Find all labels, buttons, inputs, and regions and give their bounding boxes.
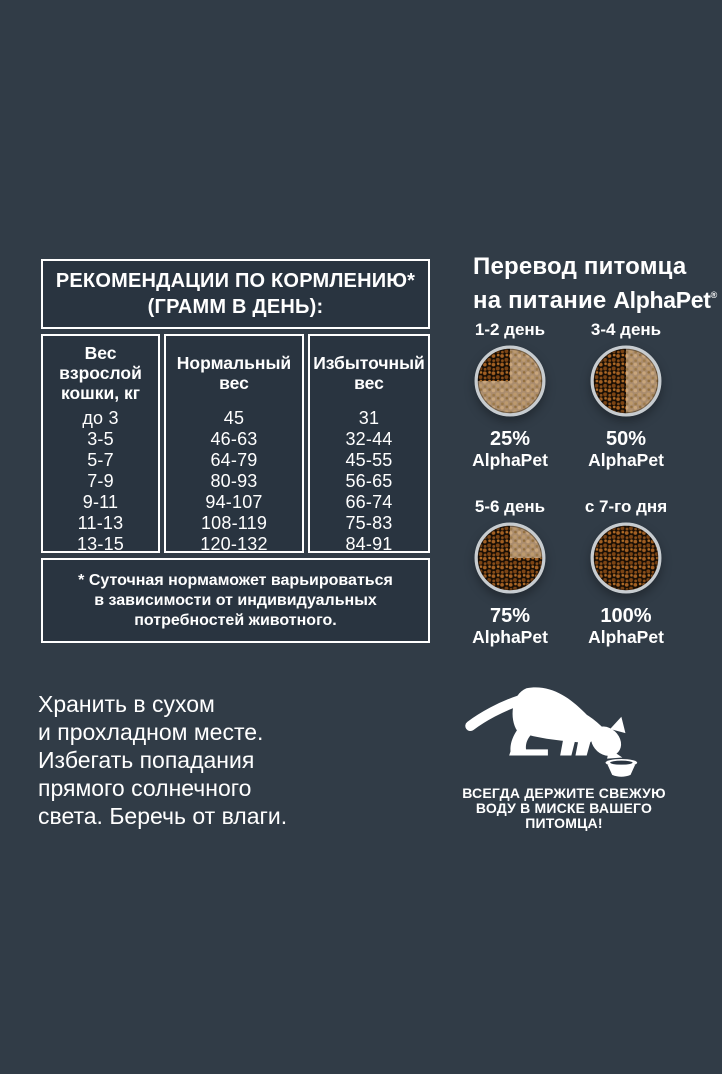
brand-label: AlphaPet	[472, 627, 548, 647]
day-label: с 7-го дня	[584, 497, 668, 516]
transition-step: 1-2 день 25% AlphaPet	[452, 320, 568, 470]
water-note-line2: ВОДУ В МИСКЕ ВАШЕГО ПИТОМЦА!	[475, 800, 653, 831]
cat-body	[512, 687, 603, 744]
table-column: Вес взрослой кошки, кг до 3 3-5 5-7 7-9 9-11 1…	[41, 334, 160, 555]
transition-steps: 1-2 день 25% AlphaPet 3-4 день 50% AlphaPet 5-…	[452, 320, 684, 647]
table-cell: 11-13	[77, 513, 124, 533]
table-cell: до 3	[82, 408, 119, 428]
water-note-line1: ВСЕГДА ДЕРЖИТЕ СВЕЖУЮ	[462, 785, 666, 801]
cat-hind-foot	[509, 749, 548, 756]
kibble-bowl-svg	[474, 522, 546, 594]
table-cell: 7-9	[87, 471, 114, 491]
feeding-table: РЕКОМЕНДАЦИИ ПО КОРМЛЕНИЮ* (ГРАММ В ДЕНЬ…	[41, 259, 430, 643]
column-values: 31 32-44 45-55 56-65 66-74 75-83 84-91	[310, 408, 428, 555]
cat-head	[591, 726, 622, 756]
table-cell: 120-132	[200, 534, 268, 554]
day-label: 5-6 день	[474, 497, 546, 516]
feeding-table-columns: Вес взрослой кошки, кг до 3 3-5 5-7 7-9 9-11 1…	[41, 334, 430, 555]
transition-heading: Перевод питомца на питание AlphaPet®	[473, 252, 717, 315]
kibble-bowl-svg	[474, 345, 546, 417]
column-header: Избыточный вес	[313, 353, 425, 393]
table-cell: 45	[223, 408, 245, 428]
feeding-table-title-line1: РЕКОМЕНДАЦИИ ПО КОРМЛЕНИЮ*	[55, 270, 416, 292]
pet-bowl-icon	[605, 758, 638, 777]
table-cell: 9-11	[82, 492, 119, 512]
cat-drinking-icon	[465, 687, 638, 777]
kibble-bowl-icon	[568, 522, 684, 594]
kibble-bowl-svg	[590, 522, 662, 594]
day-label: 3-4 день	[590, 320, 662, 339]
table-column: Нормальный вес 45 46-63 64-79 80-93 94-107 108…	[164, 334, 304, 555]
table-cell: 75-83	[345, 513, 393, 533]
table-cell: 80-93	[210, 471, 258, 491]
table-cell: 64-79	[210, 450, 258, 470]
transition-heading-line2-text: на питание	[473, 287, 614, 314]
kibble-bowl-icon	[568, 345, 684, 417]
percent-label: 75%	[489, 605, 531, 627]
kibble-bowl-icon	[452, 522, 568, 594]
table-cell: 3-5	[87, 429, 114, 449]
kibble-bowl-svg	[590, 345, 662, 417]
cat-hind-leg	[510, 726, 536, 755]
percent-label: 50%	[605, 428, 647, 450]
table-cell: 94-107	[205, 492, 263, 512]
feeding-table-title: РЕКОМЕНДАЦИИ ПО КОРМЛЕНИЮ* (ГРАММ В ДЕНЬ…	[41, 259, 430, 329]
table-cell: 56-65	[345, 471, 393, 491]
day-label: 1-2 день	[474, 320, 546, 339]
brand-label: AlphaPet	[588, 627, 664, 647]
table-cell: 84-91	[345, 534, 393, 554]
transition-step: 5-6 день 75% AlphaPet	[452, 497, 568, 647]
feeding-table-footnote: * Суточная нормаможет варьироваться в за…	[41, 558, 430, 643]
percent-label: 100%	[600, 605, 652, 627]
table-cell: 45-55	[345, 450, 393, 470]
brand-logo: AlphaPet	[613, 287, 711, 313]
table-cell: 32-44	[345, 429, 393, 449]
cat-muzzle	[607, 749, 623, 759]
brand-label: AlphaPet	[588, 450, 664, 470]
table-cell: 5-7	[87, 450, 114, 470]
water-note: ВСЕГДА ДЕРЖИТЕ СВЕЖУЮ ВОДУ В МИСКЕ ВАШЕГ…	[436, 786, 692, 831]
transition-step: с 7-го дня 100% AlphaPet	[568, 497, 684, 647]
storage-note: Хранить в сухом и прохладном месте. Избе…	[38, 691, 288, 829]
feeding-table-title-line2: (ГРАММ В ДЕНЬ):	[147, 296, 324, 318]
transition-heading-line1: Перевод питомца	[473, 253, 687, 280]
table-cell: 66-74	[345, 492, 393, 512]
cat-tail	[465, 695, 525, 732]
column-values: 45 46-63 64-79 80-93 94-107 108-119 120-132	[166, 408, 302, 555]
cat-ear	[610, 716, 626, 734]
table-cell: 31	[358, 408, 380, 428]
cat-front-leg-back	[560, 722, 579, 756]
column-header: Вес взрослой кошки, кг	[59, 343, 142, 403]
table-cell: 46-63	[210, 429, 258, 449]
table-cell: 108-119	[200, 513, 268, 533]
kibble-bowl-icon	[452, 345, 568, 417]
table-cell: 13-15	[76, 534, 125, 554]
column-values: до 3 3-5 5-7 7-9 9-11 11-13 13-15	[43, 408, 158, 555]
table-column: Избыточный вес 31 32-44 45-55 56-65 66-74 75-8…	[308, 334, 430, 555]
percent-label: 25%	[489, 428, 531, 450]
transition-step: 3-4 день 50% AlphaPet	[568, 320, 684, 470]
brand-label: AlphaPet	[472, 450, 548, 470]
column-header: Нормальный вес	[176, 353, 292, 393]
transition-heading-line2: на питание AlphaPet®	[473, 281, 717, 315]
registered-mark: ®	[710, 290, 718, 300]
